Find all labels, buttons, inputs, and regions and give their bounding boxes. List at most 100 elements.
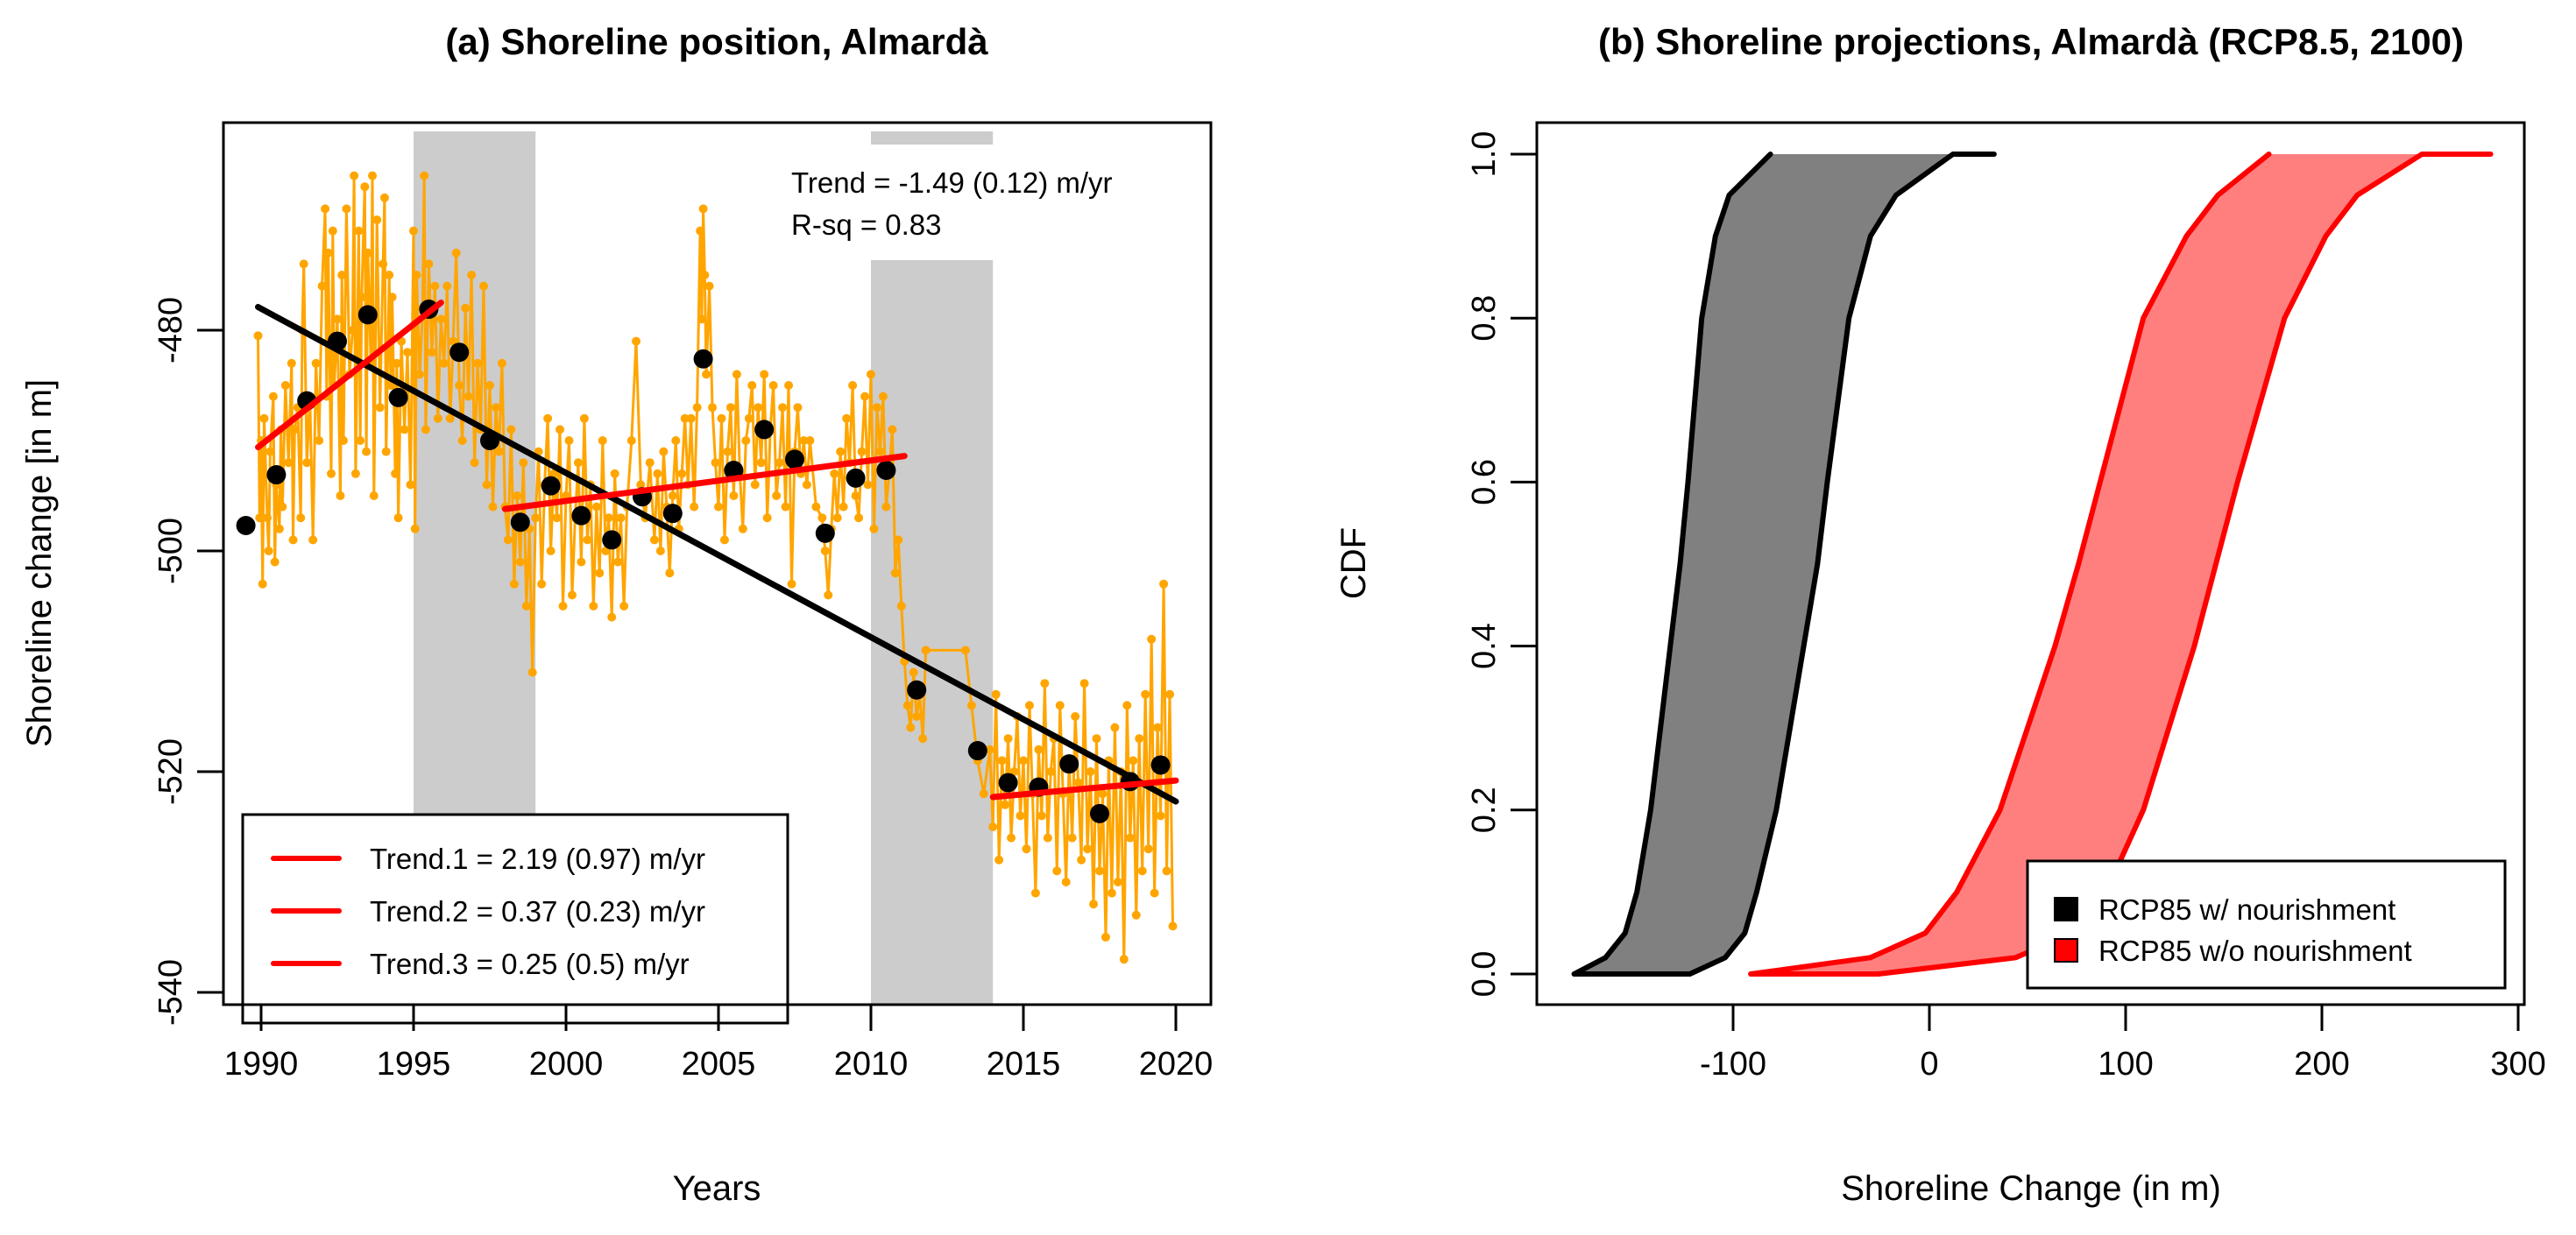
observation-point — [1089, 900, 1099, 909]
observation-point — [509, 579, 519, 589]
annual-mean-point — [815, 523, 835, 543]
observation-point — [1159, 579, 1169, 589]
observation-point — [506, 425, 516, 434]
observation-point — [756, 458, 766, 468]
observation-point — [451, 248, 461, 258]
observation-point — [702, 370, 711, 379]
panel-b-x-label: Shoreline Change (in m) — [1841, 1169, 2221, 1208]
observation-point — [616, 513, 626, 523]
observation-point — [1125, 833, 1135, 843]
overall-trend-line — [255, 304, 1179, 805]
cdf-upper-curve — [1571, 152, 1997, 977]
observation-point — [966, 701, 976, 710]
observation-point — [1113, 878, 1122, 886]
observation-point — [290, 425, 300, 434]
cdf-upper-curve — [1748, 152, 2494, 977]
observation-point — [832, 513, 842, 523]
observation-point — [824, 590, 833, 600]
trend-line-1 — [255, 300, 444, 451]
annual-mean-point — [1090, 803, 1109, 823]
observation-point — [288, 535, 298, 545]
observation-point — [333, 314, 342, 324]
observation-point — [750, 480, 760, 490]
observation-point — [1153, 723, 1163, 732]
observation-point — [327, 469, 336, 478]
y-tick-label: 0.0 — [1466, 951, 1503, 998]
observation-point — [714, 502, 723, 512]
observation-point — [692, 403, 702, 413]
r-squared-annotation: R-sq = 0.83 — [791, 208, 942, 241]
observation-point — [820, 547, 830, 555]
annual-mean-point — [693, 349, 713, 369]
legend-label-with-nourishment: RCP85 w/ nourishment — [2098, 893, 2396, 926]
observation-point — [848, 381, 858, 390]
observation-point — [338, 436, 348, 445]
observation-point — [894, 535, 903, 545]
observation-point — [1052, 866, 1062, 876]
observation-point — [760, 370, 769, 379]
panel-b-title: (b) Shoreline projections, Almardà (RCP8… — [1598, 21, 2464, 62]
observation-point — [787, 579, 796, 589]
observation-point — [869, 524, 879, 533]
observation-point — [1024, 701, 1034, 710]
observation-point — [363, 248, 372, 258]
observation-point — [607, 612, 617, 622]
observation-point — [805, 436, 815, 445]
observation-point — [455, 381, 464, 390]
cdf-bands — [1571, 152, 2494, 977]
observation-point — [655, 547, 665, 555]
observation-point — [863, 480, 873, 490]
observation-point — [697, 314, 706, 324]
observation-point — [259, 413, 269, 423]
observation-point — [264, 547, 273, 555]
observation-point — [1022, 844, 1031, 854]
observation-point — [368, 171, 378, 180]
observation-point — [725, 403, 735, 413]
legend-label-without-nourishment: RCP85 w/o nourishment — [2098, 935, 2412, 967]
observation-point — [997, 756, 1007, 766]
observation-point — [513, 491, 522, 500]
panel-a-legend: Trend.1 = 2.19 (0.97) m/yr Trend.2 = 0.3… — [241, 813, 789, 1025]
observation-point — [543, 413, 553, 423]
annual-mean-point — [510, 512, 530, 533]
observation-point — [348, 326, 357, 335]
observation-point — [1110, 723, 1120, 732]
panel-b-y-axis: 0.0 0.2 0.4 0.6 0.8 1.0 — [1466, 131, 1537, 998]
observation-point — [393, 513, 403, 523]
observation-point — [793, 403, 803, 413]
annual-mean-point — [236, 516, 256, 536]
observation-point — [311, 358, 321, 368]
observation-point — [811, 502, 821, 512]
observation-point — [1009, 767, 1019, 776]
panel-a-shoreline-position: (a) Shoreline position, Almardà Trend = … — [20, 21, 1213, 1208]
observation-point — [1071, 712, 1080, 721]
y-tick-label: 0.2 — [1466, 787, 1503, 833]
observation-point — [470, 458, 479, 468]
observation-point — [406, 480, 415, 490]
observation-point — [754, 403, 763, 413]
observation-point — [391, 469, 400, 478]
observation-point — [414, 370, 424, 379]
annual-mean-point — [876, 461, 896, 481]
cdf-band-with-nourishment — [1574, 154, 1994, 974]
observation-point — [994, 855, 1004, 864]
observation-point — [680, 413, 690, 423]
observation-point — [342, 204, 351, 214]
observation-point — [867, 370, 875, 379]
panel-a-x-axis: 1990 1995 2000 2005 2010 2015 2020 — [224, 1005, 1213, 1083]
legend-label-trend2: Trend.2 = 0.37 (0.23) m/yr — [370, 895, 705, 928]
observation-point — [857, 447, 867, 456]
observation-point — [579, 413, 589, 423]
observation-point — [531, 513, 541, 523]
observation-point — [1040, 679, 1050, 688]
panel-a-title: (a) Shoreline position, Almardà — [445, 21, 988, 62]
panel-b-plot-frame — [1535, 121, 2526, 1006]
observation-point — [442, 281, 452, 291]
annual-mean-point — [541, 476, 561, 496]
observation-point — [842, 413, 852, 423]
observation-point — [902, 701, 912, 710]
observation-point — [552, 513, 562, 523]
observation-point — [1119, 955, 1129, 964]
observation-point — [1037, 811, 1046, 821]
observation-point — [836, 447, 846, 456]
